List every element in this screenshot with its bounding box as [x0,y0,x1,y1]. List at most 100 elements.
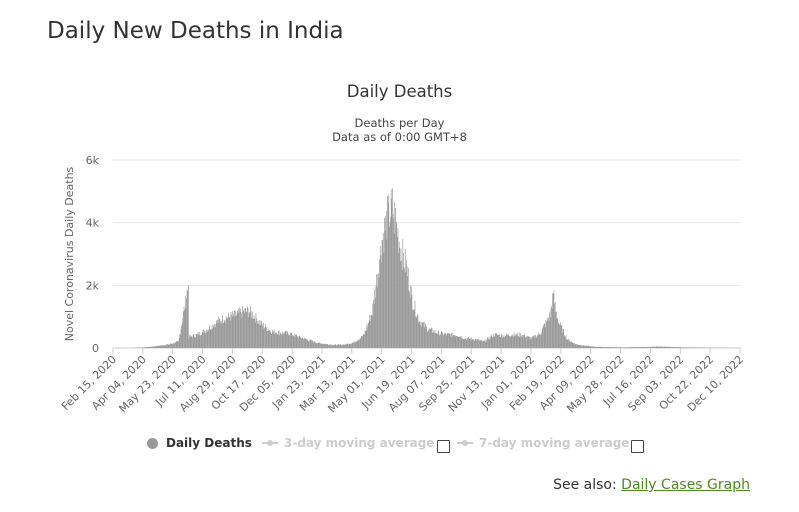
bar[interactable] [457,336,458,348]
bar[interactable] [455,335,457,348]
bar[interactable] [631,347,633,348]
bar[interactable] [579,344,580,348]
bar[interactable] [250,305,251,348]
bar[interactable] [169,344,170,348]
bar[interactable] [614,347,616,348]
bar[interactable] [652,346,653,348]
bar[interactable] [170,343,172,348]
bar[interactable] [623,347,624,348]
bar[interactable] [536,336,538,348]
bar[interactable] [504,337,505,348]
bar[interactable] [198,335,200,348]
bar[interactable] [204,330,206,348]
bar[interactable] [298,336,300,348]
bar[interactable] [567,340,569,348]
bar[interactable] [636,347,638,348]
bar[interactable] [216,322,218,348]
bar[interactable] [610,347,611,348]
bar[interactable] [380,255,382,348]
bar[interactable] [304,338,306,348]
bar[interactable] [431,327,432,348]
bar[interactable] [635,347,637,348]
bar[interactable] [579,345,581,348]
bar[interactable] [677,347,679,348]
bar[interactable] [622,347,624,348]
bar[interactable] [655,346,656,348]
bar[interactable] [418,322,420,348]
bar[interactable] [573,343,575,348]
bar[interactable] [252,318,254,348]
bar[interactable] [559,324,561,348]
bar[interactable] [481,340,483,348]
bar[interactable] [279,335,281,348]
bar[interactable] [331,344,332,348]
bar[interactable] [349,344,351,348]
bar[interactable] [237,310,238,348]
bar[interactable] [590,346,591,348]
bar[interactable] [169,344,171,348]
bar[interactable] [649,347,650,348]
bar[interactable] [481,340,482,348]
bar[interactable] [556,318,558,348]
bar[interactable] [226,318,228,348]
bar[interactable] [518,336,519,348]
bar[interactable] [325,344,327,348]
bar[interactable] [492,337,493,348]
bar[interactable] [180,328,182,348]
bar[interactable] [164,345,165,348]
bar[interactable] [697,347,699,348]
bar[interactable] [215,327,217,348]
bar[interactable] [655,346,657,348]
bar[interactable] [507,333,509,348]
bar[interactable] [647,347,649,348]
bar[interactable] [362,334,364,348]
bar[interactable] [594,346,596,348]
bar[interactable] [603,347,605,348]
bar[interactable] [564,336,566,348]
bar[interactable] [306,339,308,348]
bar[interactable] [633,347,635,348]
bar[interactable] [190,336,192,348]
bar[interactable] [142,347,143,348]
bar[interactable] [152,346,153,348]
bar[interactable] [651,346,652,348]
bar[interactable] [267,330,268,348]
bar[interactable] [393,201,395,348]
bar[interactable] [626,347,628,348]
bar[interactable] [431,328,433,348]
bar[interactable] [574,343,575,348]
bar[interactable] [233,316,235,348]
bar[interactable] [158,345,160,348]
bar[interactable] [156,345,158,348]
bar[interactable] [519,336,521,348]
bar[interactable] [653,346,655,348]
bar[interactable] [250,310,252,348]
bar[interactable] [554,301,556,348]
bar[interactable] [656,346,658,348]
bar[interactable] [529,336,530,348]
bar[interactable] [497,334,499,348]
bar[interactable] [624,347,626,348]
bar[interactable] [300,336,301,348]
bar[interactable] [625,347,627,348]
bar[interactable] [521,335,522,348]
bar[interactable] [449,333,451,348]
bar[interactable] [445,334,447,348]
bar[interactable] [539,334,541,348]
daily-cases-graph-link[interactable]: Daily Cases Graph [621,477,750,493]
bar[interactable] [247,308,249,348]
bar[interactable] [167,344,169,348]
bar[interactable] [426,326,427,348]
bar[interactable] [312,341,314,348]
bar[interactable] [602,347,603,348]
bar[interactable] [179,334,181,348]
bar[interactable] [572,342,574,348]
bar[interactable] [337,344,339,348]
bar[interactable] [361,336,363,348]
bar[interactable] [270,333,272,348]
bar[interactable] [501,334,503,348]
bar[interactable] [633,347,635,348]
bar[interactable] [243,309,245,348]
bar[interactable] [604,347,606,348]
bar[interactable] [308,341,310,348]
